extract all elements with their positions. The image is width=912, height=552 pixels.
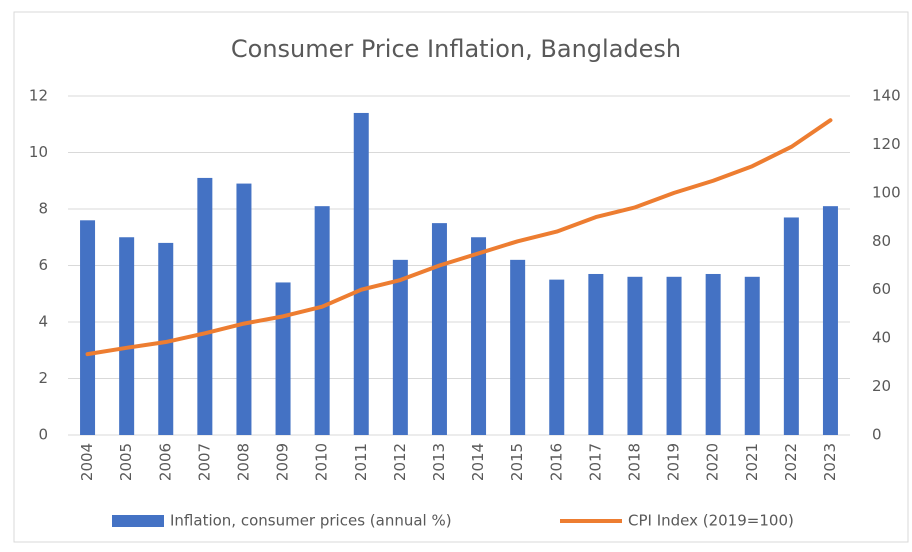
x-tick-label: 2017 xyxy=(586,443,604,481)
y-tick-label: 8 xyxy=(38,200,48,218)
x-tick-label: 2014 xyxy=(469,443,487,481)
bar xyxy=(627,276,643,435)
bar xyxy=(314,206,330,435)
bar xyxy=(392,259,408,435)
y2-tick-label: 140 xyxy=(872,87,901,105)
bar xyxy=(549,279,565,435)
bar xyxy=(744,276,760,435)
x-tick-label: 2013 xyxy=(430,443,448,481)
bar xyxy=(431,223,447,435)
x-tick-label: 2005 xyxy=(117,443,135,481)
x-tick-label: 2007 xyxy=(195,443,213,481)
x-tick-label: 2004 xyxy=(78,443,96,481)
y-tick-label: 12 xyxy=(29,87,48,105)
y-tick-label: 0 xyxy=(38,426,48,444)
legend-label: Inflation, consumer prices (annual %) xyxy=(170,512,452,530)
y2-tick-label: 0 xyxy=(872,426,882,444)
x-tick-label: 2008 xyxy=(234,443,252,481)
y2-tick-label: 60 xyxy=(872,280,891,298)
x-tick-label: 2012 xyxy=(391,443,409,481)
legend-swatch xyxy=(112,515,164,527)
bar xyxy=(471,237,487,435)
x-tick-label: 2010 xyxy=(313,443,331,481)
bar xyxy=(705,273,721,435)
y-tick-label: 6 xyxy=(38,256,48,274)
x-tick-label: 2019 xyxy=(665,443,683,481)
y-tick-label: 2 xyxy=(38,369,48,387)
bar xyxy=(158,242,174,435)
bar xyxy=(510,259,526,435)
bar xyxy=(783,217,799,435)
x-tick-label: 2020 xyxy=(704,443,722,481)
bar xyxy=(119,237,135,435)
y2-tick-label: 80 xyxy=(872,232,891,250)
x-tick-label: 2023 xyxy=(821,443,839,481)
bar xyxy=(822,206,838,435)
x-tick-label: 2015 xyxy=(508,443,526,481)
bar xyxy=(666,276,682,435)
x-tick-label: 2016 xyxy=(547,443,565,481)
x-tick-label: 2018 xyxy=(625,443,643,481)
x-tick-label: 2006 xyxy=(156,443,174,481)
bar xyxy=(197,177,213,436)
y2-tick-label: 100 xyxy=(872,183,901,201)
x-tick-label: 2009 xyxy=(274,443,292,481)
chart-frame xyxy=(13,11,909,543)
bar xyxy=(80,220,96,435)
legend-label: CPI Index (2019=100) xyxy=(628,512,794,530)
y2-tick-label: 20 xyxy=(872,377,891,395)
chart-title: Consumer Price Inflation, Bangladesh xyxy=(231,35,681,63)
x-tick-label: 2022 xyxy=(782,443,800,481)
bar xyxy=(236,183,252,435)
bar xyxy=(588,273,604,435)
y-tick-label: 10 xyxy=(29,143,48,161)
y-tick-label: 4 xyxy=(38,313,48,331)
x-tick-label: 2021 xyxy=(743,443,761,481)
bar xyxy=(353,112,369,435)
y2-tick-label: 40 xyxy=(872,329,891,347)
cpi-line xyxy=(85,118,833,357)
x-tick-label: 2011 xyxy=(352,443,370,481)
y2-tick-label: 120 xyxy=(872,135,901,153)
bar xyxy=(275,282,291,435)
